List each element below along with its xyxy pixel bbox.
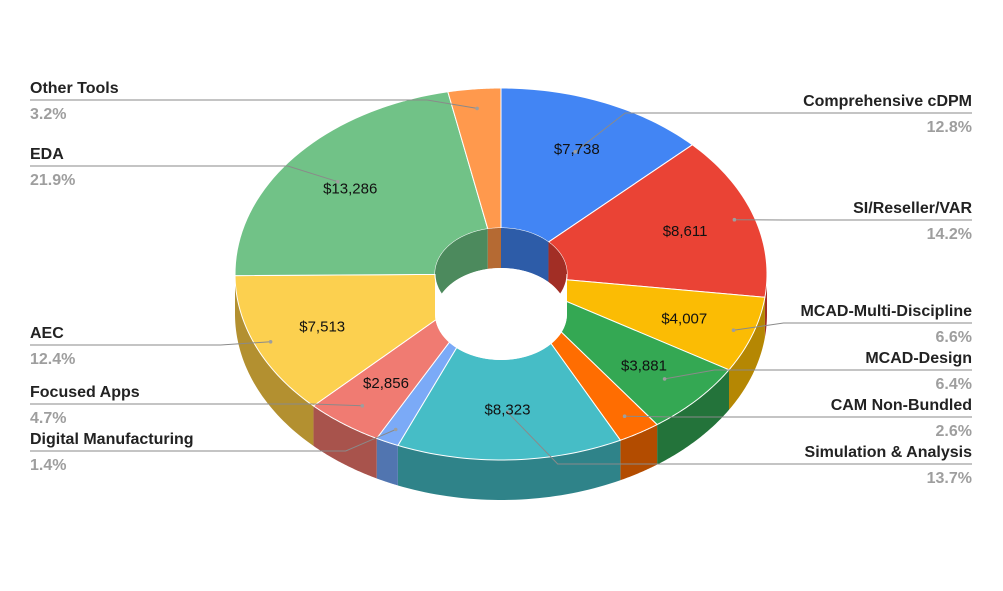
side-wall-cam-non-bundled <box>620 424 658 481</box>
inner-wall-other-tools-1 <box>487 228 501 269</box>
leader-dot-eda <box>336 179 340 184</box>
percent-digital-manufacturing: 1.4% <box>30 457 66 474</box>
leader-line-other-tools <box>30 99 478 109</box>
leader-dot-cam-non-bundled <box>622 414 627 419</box>
label-comprehensive-cdpm: Comprehensive cDPM <box>803 93 972 110</box>
callout-leader-lines <box>30 99 972 465</box>
leader-line-eda <box>30 165 338 183</box>
leader-dot-digital-manufacturing <box>393 427 398 432</box>
leader-line-comprehensive-cdpm <box>574 112 972 153</box>
leader-line-mcad-design <box>664 369 972 380</box>
inner-wall-eda-1 <box>435 228 488 314</box>
percent-aec: 12.4% <box>30 351 75 368</box>
percent-simulation-analysis: 13.7% <box>927 470 972 487</box>
label-cam-non-bundled: CAM Non-Bundled <box>831 397 972 414</box>
value-label-focused-apps: $2,856 <box>363 375 409 392</box>
percent-other-tools: 3.2% <box>30 106 66 123</box>
label-aec: AEC <box>30 325 64 342</box>
percent-eda: 21.9% <box>30 172 75 189</box>
side-wall-mcad-multi-discipline <box>729 297 765 410</box>
leader-dot-other-tools <box>475 106 479 111</box>
label-si-reseller-var: SI/Reseller/VAR <box>853 200 972 217</box>
label-mcad-multi-discipline: MCAD-Multi-Discipline <box>800 303 972 320</box>
slice-value-labels: $7,738 $8,611 $4,007 $3,881 $8,323 $2,856 $7,5… <box>299 141 707 418</box>
percent-mcad-multi-discipline: 6.6% <box>936 329 972 346</box>
percent-si-reseller-var: 14.2% <box>927 226 972 243</box>
hole-rim <box>434 273 568 321</box>
leader-dot-focused-apps <box>360 404 365 408</box>
leader-line-mcad-multi-discipline <box>733 322 972 331</box>
value-label-simulation-analysis: $8,323 <box>485 402 531 419</box>
leader-line-digital-manufacturing <box>30 429 396 452</box>
label-focused-apps: Focused Apps <box>30 384 140 401</box>
side-wall-aec <box>235 275 314 446</box>
value-label-mcad-multi-discipline: $4,007 <box>661 310 707 327</box>
value-label-comprehensive-cdpm: $7,738 <box>554 141 600 158</box>
leader-dot-comprehensive-cdpm <box>573 150 577 154</box>
label-digital-manufacturing: Digital Manufacturing <box>30 431 194 448</box>
leader-line-aec <box>30 341 271 346</box>
value-label-mcad-design: $3,881 <box>621 358 667 375</box>
leader-dot-mcad-design <box>662 377 667 381</box>
leader-dot-simulation-analysis <box>505 410 510 415</box>
leader-dot-aec <box>268 340 273 344</box>
side-wall-focused-apps <box>313 405 377 479</box>
value-label-eda: $13,286 <box>323 181 377 198</box>
leader-line-focused-apps <box>30 403 363 407</box>
side-wall-digital-manufacturing <box>376 438 398 486</box>
leader-dot-mcad-multi-discipline <box>731 328 736 333</box>
label-mcad-design: MCAD-Design <box>865 350 972 367</box>
value-label-aec: $7,513 <box>299 319 345 336</box>
value-label-si-reseller-var: $8,611 <box>663 223 708 240</box>
percent-cam-non-bundled: 2.6% <box>936 423 972 440</box>
leader-line-cam-non-bundled <box>624 415 972 418</box>
donut-hole-floor <box>435 268 567 360</box>
percent-comprehensive-cdpm: 12.8% <box>927 119 972 136</box>
callout-labels: Comprehensive cDPM 12.8% SI/Reseller/VAR 14… <box>30 80 972 487</box>
label-eda: EDA <box>30 146 64 163</box>
percent-mcad-design: 6.4% <box>936 376 972 393</box>
side-wall-simulation-analysis <box>397 440 621 500</box>
inner-wall-comprehensive-cdpm-0 <box>501 228 549 283</box>
label-other-tools: Other Tools <box>30 80 119 97</box>
leader-dot-si-reseller-var <box>732 217 737 222</box>
label-simulation-analysis: Simulation & Analysis <box>805 444 973 461</box>
donut-top-faces <box>234 87 768 461</box>
percent-focused-apps: 4.7% <box>30 410 66 427</box>
leader-line-simulation-analysis <box>507 411 972 465</box>
